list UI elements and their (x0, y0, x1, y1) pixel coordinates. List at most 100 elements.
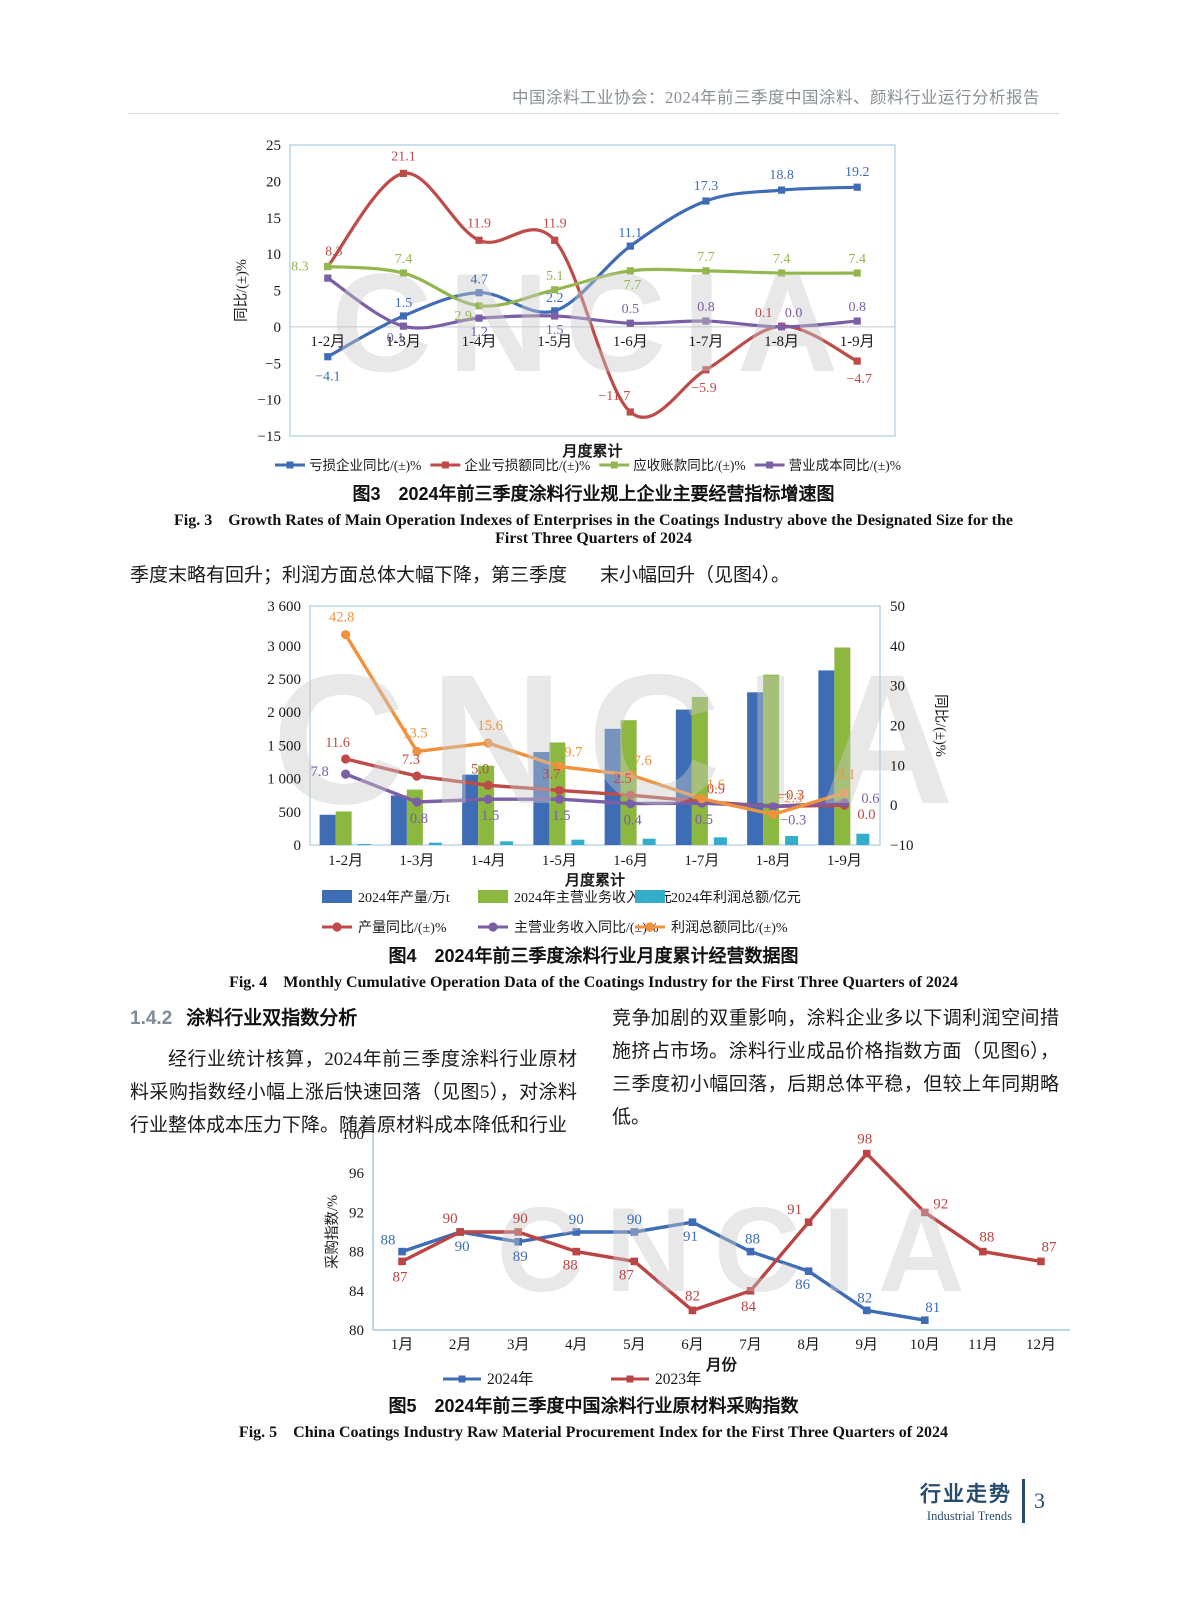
series-line-2 (326, 264, 859, 308)
data-label: 88 (745, 1232, 760, 1248)
legend-marker (332, 922, 342, 932)
y-tick-left: 3 600 (267, 599, 301, 615)
series-marker (702, 366, 710, 374)
line-marker (626, 790, 636, 800)
fig3-caption-zh: 图3 2024年前三季度涂料行业规上企业主要经营指标增速图 (352, 484, 835, 504)
series-marker (626, 408, 634, 416)
x-tick-label: 5月 (623, 1337, 646, 1353)
y-tick-right: 40 (890, 639, 905, 655)
bar-0 (604, 728, 621, 845)
plot-border (309, 605, 881, 846)
series-marker (475, 289, 483, 297)
series-marker (551, 307, 559, 315)
line-marker (554, 761, 564, 772)
x-tick-label: 1-4月 (471, 853, 506, 869)
data-label: 21.1 (391, 149, 416, 164)
data-label: −0.3 (778, 787, 804, 803)
bar-1 (691, 696, 708, 845)
footer-title-en: Industrial Trends (926, 1509, 1012, 1523)
line-series-1 (345, 772, 845, 809)
y-tick-label: 100 (342, 1127, 365, 1143)
data-label: 0.0 (857, 807, 875, 823)
bar-0 (818, 670, 835, 845)
series-marker (324, 353, 332, 361)
series-marker (514, 1238, 523, 1246)
x-tick-label: 6月 (681, 1337, 704, 1353)
legend-marker (458, 1375, 466, 1383)
series-marker (777, 323, 786, 331)
data-label: 82 (857, 1290, 872, 1306)
legend-label: 2023年 (655, 1370, 702, 1388)
series-marker (688, 1306, 697, 1315)
body-text-right: 末小幅回升（见图4）。 (600, 565, 791, 586)
data-label: 7.4 (773, 252, 791, 267)
y-tick-left: 2 000 (267, 705, 301, 721)
fig3-growth-rates-chart: CNCIA−4.1 1.5 4.7 2.2 11.1 17.3 18.8 19.2 8.3 21.… (233, 138, 901, 473)
y-tick-label: 25 (266, 138, 281, 154)
data-label: −5.9 (691, 381, 716, 396)
y-tick-left: 3 000 (267, 639, 301, 655)
fig4-caption-zh: 图4 2024年前三季度涂料行业月度累计经营数据图 (388, 946, 799, 966)
x-tick-label: 1-6月 (613, 334, 648, 350)
series-marker (475, 236, 483, 244)
data-label: 18.8 (769, 168, 794, 183)
legend-label: 营业成本同比/(±)% (789, 458, 901, 473)
bar-1 (335, 811, 352, 845)
legend-label: 2024年利润总额/亿元 (671, 890, 801, 906)
series-marker (626, 267, 634, 275)
line-marker (839, 798, 849, 808)
x-tick-label: 11月 (968, 1337, 997, 1353)
watermark-text: CNCIA (331, 244, 854, 401)
data-label: 42.8 (329, 610, 354, 626)
data-label: 90 (627, 1212, 642, 1228)
y-tick-label: 20 (266, 174, 281, 190)
data-label: 0.5 (695, 812, 713, 828)
data-label: 87 (393, 1269, 409, 1285)
series-marker (853, 183, 861, 191)
line-marker (341, 754, 351, 764)
x-tick-label: 1-3月 (386, 334, 421, 350)
data-label: 7.8 (311, 764, 329, 780)
series-marker (702, 197, 710, 205)
data-label: 98 (857, 1132, 872, 1148)
series-marker (475, 302, 483, 310)
series-marker (399, 322, 408, 330)
y-tick-left: 2 500 (267, 672, 301, 688)
legend-marker (610, 461, 618, 469)
legend-label: 应收账款同比/(±)% (633, 457, 745, 473)
data-label: 13.5 (402, 725, 427, 741)
x-axis-title: 月度累计 (561, 442, 622, 460)
series-marker (920, 1316, 929, 1324)
y-tick-right: 20 (890, 719, 905, 735)
data-label: 2.9 (454, 309, 472, 324)
series-marker (626, 242, 634, 250)
line-marker (768, 809, 778, 819)
section-paragraph-left: 经行业统计核算，2024年前三季度涂料行业原材料采购指数经小幅上涨后快速回落（见… (130, 1049, 577, 1136)
series-marker (804, 1267, 813, 1275)
y-tick-left: 0 (294, 838, 302, 854)
y-tick-right: −10 (890, 838, 913, 854)
data-label: 88 (381, 1233, 396, 1249)
data-label: 0.5 (622, 302, 640, 317)
data-label: 17.3 (694, 179, 719, 194)
x-tick-label: 1-5月 (537, 334, 572, 350)
line-series-2 (344, 633, 845, 817)
legend-marker (488, 922, 498, 932)
data-label: 91 (683, 1229, 698, 1245)
page-header: 中国涂料工业协会：2024年前三季度中国涂料、颜料行业运行分析报告 (512, 88, 1040, 107)
line-marker (554, 794, 564, 804)
bar-2 (856, 833, 870, 845)
bar-2 (713, 837, 727, 845)
line-marker (483, 780, 493, 790)
y-tick-left: 1 000 (267, 772, 301, 788)
x-tick-label: 1-9月 (827, 853, 862, 869)
y-tick-right: 30 (890, 679, 905, 695)
y-tick-label: −15 (258, 429, 281, 445)
data-label: 11.6 (325, 735, 350, 751)
x-axis-title: 月度累计 (564, 871, 625, 889)
fig3-caption-en-line1: Fig. 3 Growth Rates of Main Operation In… (174, 512, 1013, 529)
data-label: 90 (443, 1211, 458, 1227)
bar-2 (500, 841, 514, 845)
page-footer: 行业走势 Industrial Trends 3 (920, 1478, 1045, 1524)
